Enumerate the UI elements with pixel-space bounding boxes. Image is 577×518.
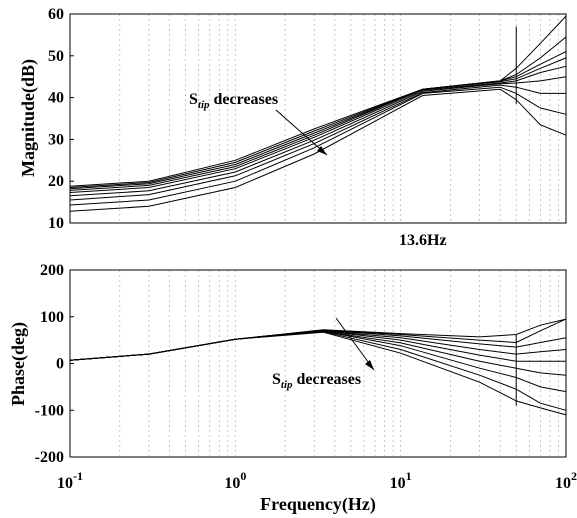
- phase-curve-3: [69, 329, 567, 361]
- phase-curve-6: [69, 330, 567, 376]
- phase-y-ticks: -200 -100 0 100 200: [35, 262, 74, 466]
- frequency-x-tick-label: 10-1: [57, 469, 83, 492]
- phase-curves: [69, 318, 567, 416]
- magnitude-curve-2: [69, 36, 567, 188]
- phase-y-tick-label: 100: [40, 309, 64, 326]
- magnitude-y-ticks: 10 20 30 40 50 60: [48, 6, 74, 232]
- frequency-x-tick-label: 102: [555, 469, 577, 492]
- magnitude-curve-3: [69, 51, 567, 190]
- magnitude-frame: [69, 13, 567, 224]
- phase-annotation-arrow: [335, 317, 375, 371]
- phase-y-tick-label: 200: [40, 262, 64, 279]
- magnitude-y-tick-label: 20: [48, 173, 64, 190]
- phase-arrow-head: [365, 360, 374, 370]
- phase-y-tick-label: 0: [56, 356, 64, 373]
- magnitude-annotation-frequency: 13.6Hz: [399, 232, 447, 249]
- phase-panel: -200 -100 0 100 200 10-1 100 101 102 Phase(deg)…: [8, 262, 577, 515]
- phase-y-axis-label: Phase(deg): [8, 322, 29, 406]
- magnitude-y-tick-label: 40: [48, 90, 64, 107]
- magnitude-curve-5: [69, 65, 567, 193]
- frequency-x-axis-label: Frequency(Hz): [260, 494, 376, 515]
- frequency-x-tick-label: 100: [224, 469, 246, 492]
- magnitude-y-tick-label: 60: [48, 6, 64, 23]
- magnitude-curve-7: [69, 84, 566, 201]
- magnitude-curves: [69, 15, 567, 212]
- magnitude-y-tick-label: 50: [48, 48, 64, 65]
- magnitude-y-tick-label: 10: [48, 215, 64, 232]
- magnitude-curve-6: [69, 76, 567, 197]
- phase-y-tick-label: -100: [35, 402, 64, 419]
- phase-curve-5: [69, 330, 566, 362]
- magnitude-curve-8: [69, 86, 567, 206]
- frequency-x-tick-label: 101: [390, 469, 412, 492]
- magnitude-curve-4: [69, 57, 567, 191]
- magnitude-annotation-arrow: [275, 109, 328, 156]
- magnitude-annotation-stip: Stip decreases: [189, 91, 278, 111]
- magnitude-curve-1: [69, 15, 567, 187]
- phase-curve-9: [69, 331, 567, 416]
- phase-grid: [119, 270, 559, 457]
- phase-annotation-stip: Stip decreases: [272, 371, 361, 391]
- magnitude-arrow-head: [317, 146, 327, 155]
- magnitude-panel: 10 20 30 40 50 60 Magnitude(dB) Stip decrease…: [18, 6, 567, 249]
- magnitude-curve-9: [69, 88, 567, 212]
- magnitude-y-axis-label: Magnitude(dB): [18, 59, 39, 177]
- phase-curve-4: [69, 330, 567, 361]
- phase-x-ticks: 10-1 100 101 102: [57, 469, 577, 492]
- magnitude-y-tick-label: 30: [48, 131, 64, 148]
- phase-y-tick-label: -200: [35, 449, 64, 466]
